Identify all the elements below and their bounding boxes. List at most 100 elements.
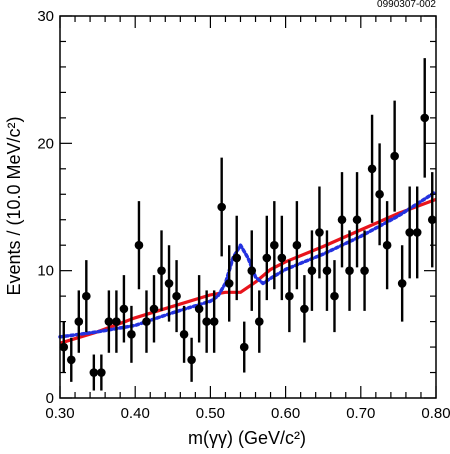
data-points [59,58,437,391]
data-point [367,114,377,223]
point-marker [405,228,414,237]
point-marker [232,253,242,263]
point-marker [300,304,309,314]
x-axis-label: m(γγ) (GeV/c²) [188,428,306,448]
data-point [285,260,294,333]
data-point [202,290,211,353]
point-marker [247,266,257,275]
data-point [112,290,121,353]
point-marker [82,291,91,301]
data-point [262,215,272,301]
point-marker [412,228,422,237]
data-point [405,186,414,279]
data-point [209,290,219,353]
point-marker [270,240,279,250]
point-marker [254,317,264,326]
data-point [89,354,99,391]
point-marker [217,202,226,212]
data-point [157,230,166,311]
y-tick-label: 10 [37,263,54,280]
x-tick-label: 0.50 [196,405,225,422]
point-marker [375,189,384,199]
point-marker [322,266,332,275]
point-marker [390,151,399,161]
point-marker [239,342,249,352]
point-marker [134,240,144,250]
data-point [66,337,76,382]
point-marker [360,266,369,275]
data-point [270,201,279,290]
data-point [382,201,392,290]
data-point [420,58,430,178]
data-point [82,260,91,333]
dotted-fit-curve [58,189,438,339]
x-tick-label: 0.30 [45,405,74,422]
point-marker [224,279,234,288]
point-marker [337,215,347,225]
data-point [164,245,174,322]
data-point [119,275,129,343]
point-marker [285,291,294,301]
data-point [292,201,302,290]
point-marker [89,368,99,377]
data-point [142,290,151,353]
point-marker [179,330,189,339]
point-marker [315,228,324,237]
point-marker [277,253,287,263]
x-tick-label: 0.40 [121,405,150,422]
data-point [134,201,144,290]
data-point [179,305,189,363]
data-point [217,157,226,257]
point-marker [330,291,339,301]
data-point [375,143,384,246]
point-marker [382,240,392,250]
data-point [307,230,317,311]
point-marker [164,279,174,288]
data-point [360,230,369,311]
data-point [97,354,106,391]
x-tick-label: 0.70 [346,405,375,422]
data-point [337,172,347,268]
data-point [352,172,362,268]
point-marker [172,291,181,301]
data-point [104,290,114,353]
point-marker [157,266,166,275]
data-point [224,245,234,322]
data-point [300,275,309,343]
point-marker [119,304,129,314]
data-point [149,275,159,343]
point-marker [112,317,121,326]
figure-id-label: 0990307-002 [377,0,436,10]
point-marker [420,113,430,123]
point-marker [127,330,136,339]
data-point [232,215,242,301]
data-point [412,186,422,279]
data-point [187,337,196,382]
x-tick-label: 0.60 [271,405,300,422]
point-marker [397,279,407,288]
point-marker [262,253,272,263]
point-marker [66,355,76,365]
data-point [277,215,287,301]
point-marker [307,266,317,275]
point-marker [292,240,302,250]
point-marker [104,317,114,326]
data-point [315,186,324,279]
point-marker [194,304,204,314]
data-point [345,230,354,311]
point-marker [367,164,377,174]
point-marker [352,215,362,225]
point-marker [74,317,84,326]
fit-curves [58,189,438,345]
point-marker [187,355,196,365]
data-point [390,100,399,212]
point-marker [209,317,219,326]
y-tick-label: 0 [46,390,54,407]
data-point [247,230,257,311]
point-marker [202,317,211,326]
point-marker [149,304,159,314]
data-point [127,305,136,363]
data-point [172,260,181,333]
tick-labels: 0.30 0.40 0.50 0.60 0.70 0.80 0 10 20 30 [37,8,450,422]
